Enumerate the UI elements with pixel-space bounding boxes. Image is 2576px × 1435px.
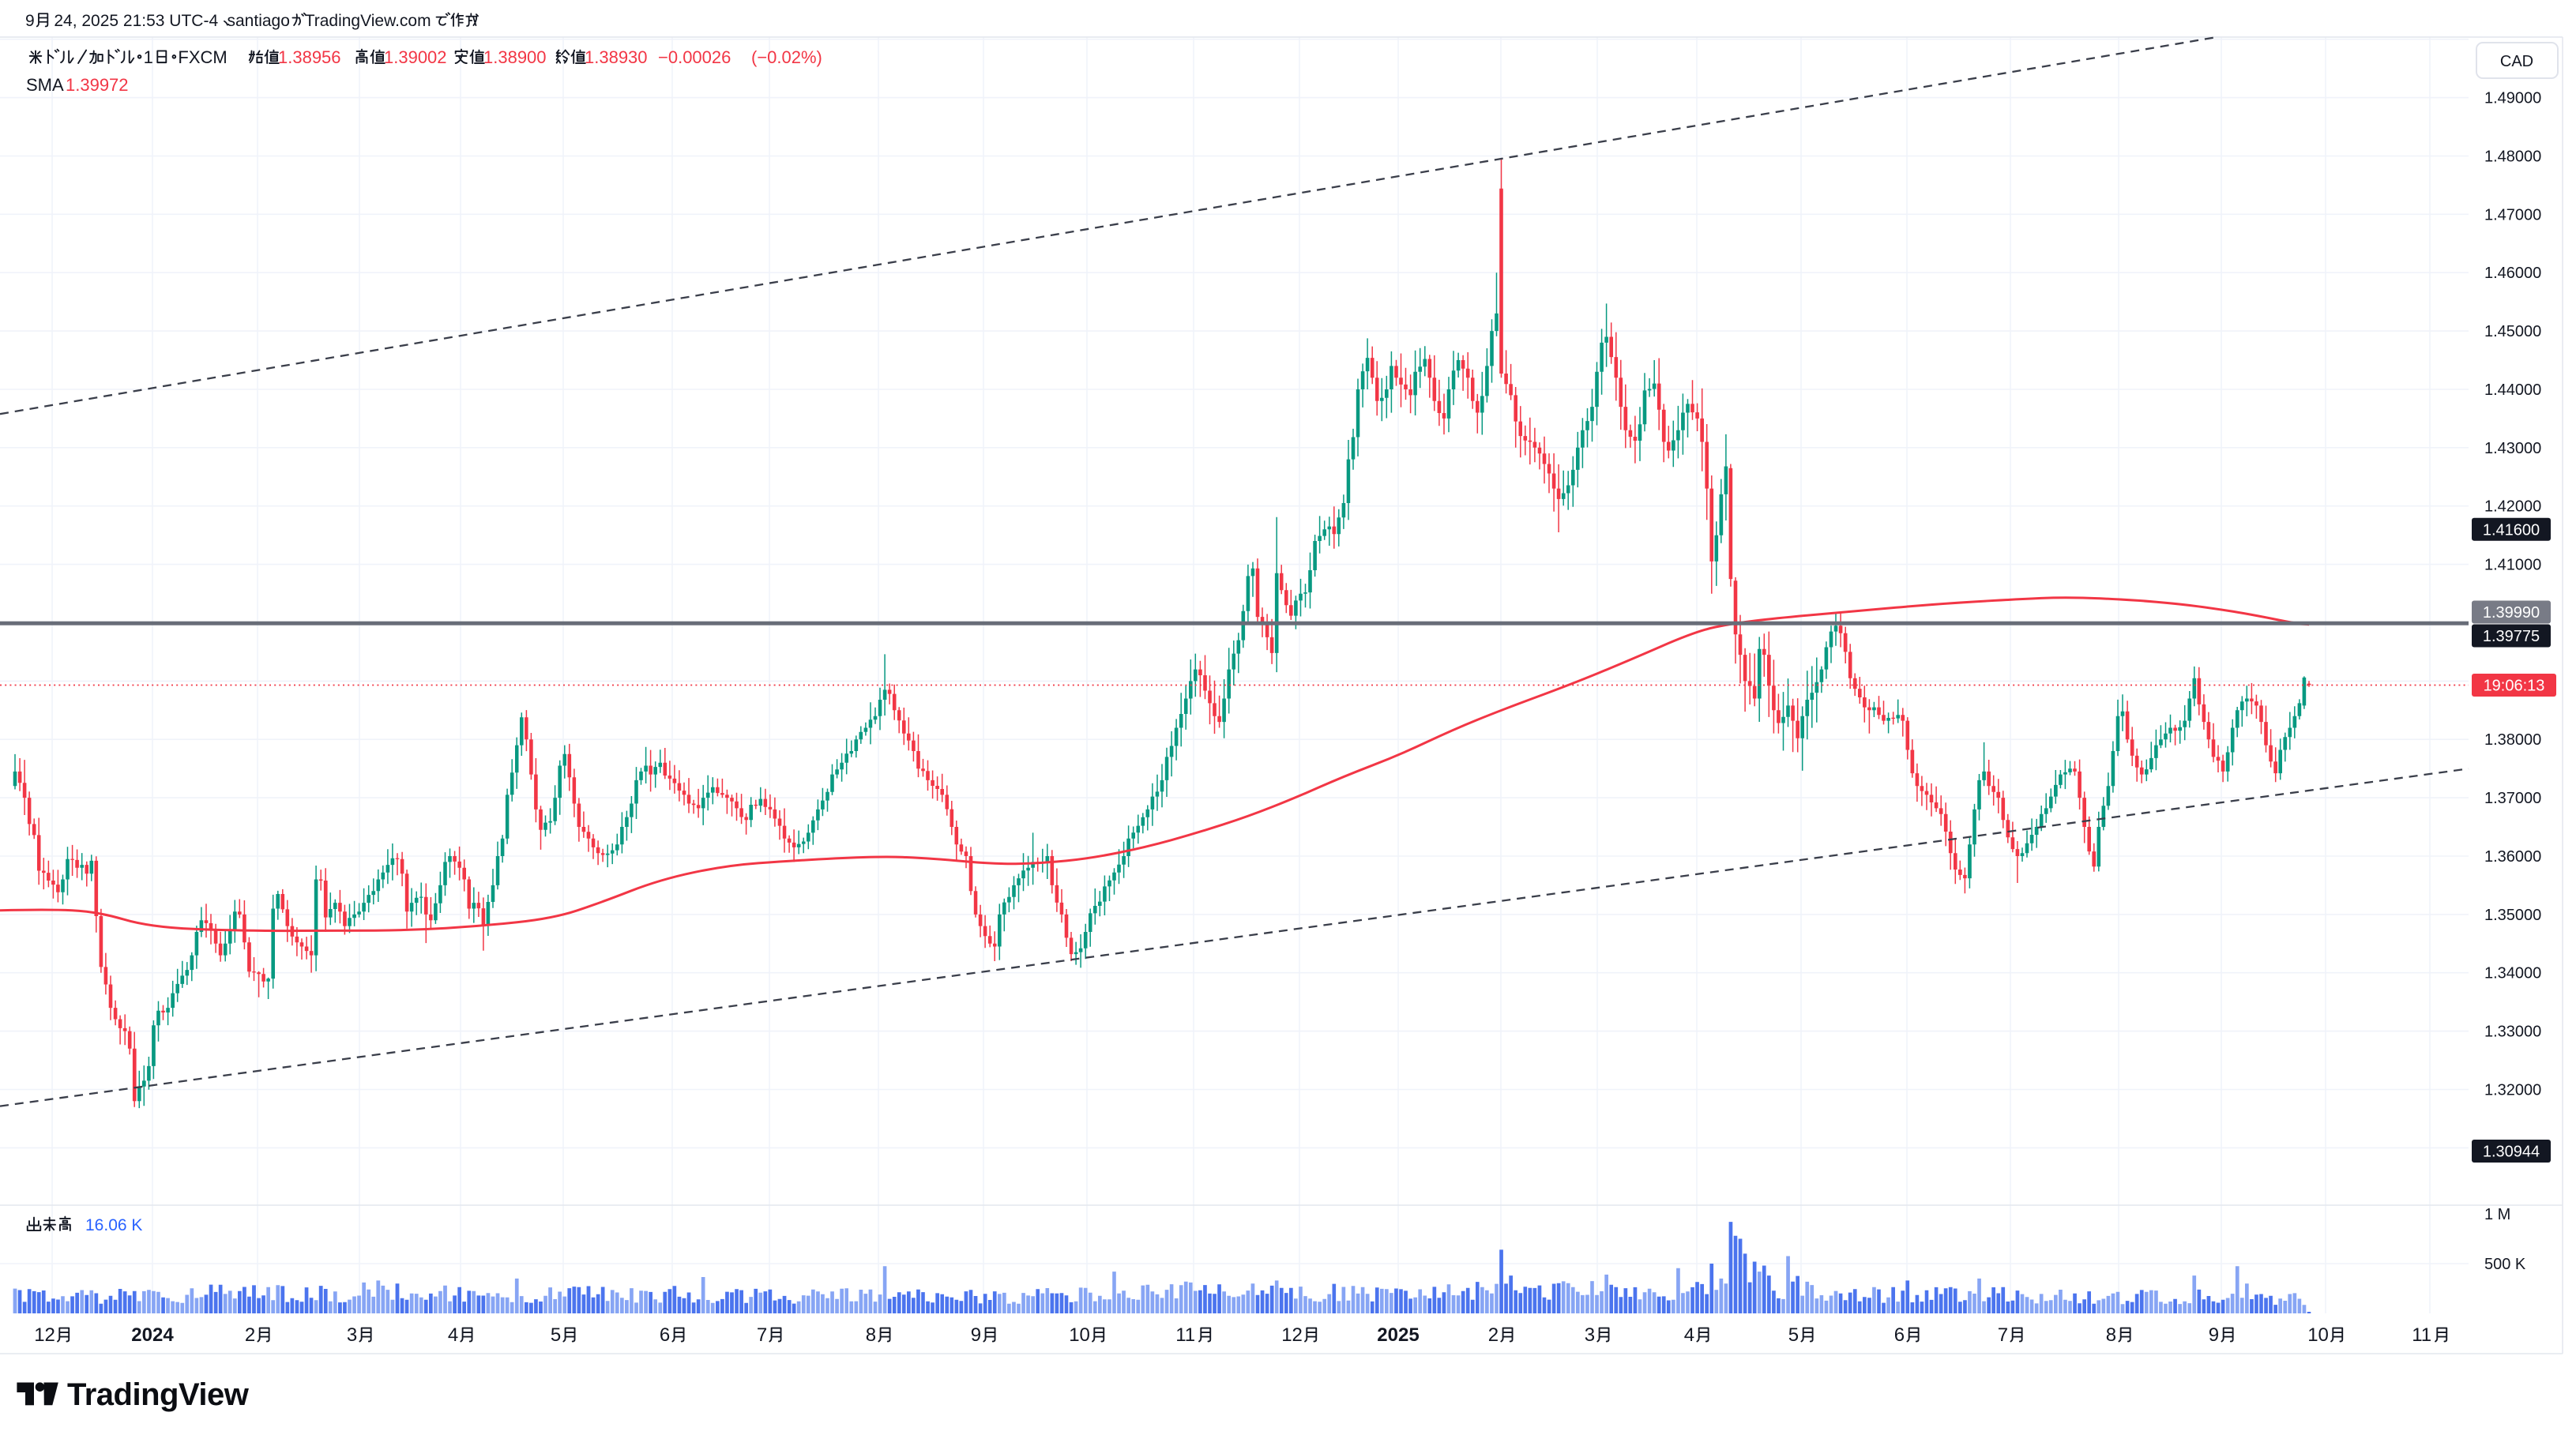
svg-text:1.38930: 1.38930: [585, 47, 648, 67]
svg-text:5: 5: [551, 1324, 561, 1346]
svg-text:5: 5: [1788, 1324, 1799, 1346]
svg-text:12: 12: [1281, 1324, 1303, 1346]
svg-text:6: 6: [660, 1324, 670, 1346]
svg-text:4: 4: [1684, 1324, 1694, 1346]
svg-text:1.34000: 1.34000: [2484, 965, 2541, 982]
svg-text:12: 12: [34, 1324, 55, 1346]
svg-text:1.43000: 1.43000: [2484, 440, 2541, 457]
svg-text:(−0.02%): (−0.02%): [751, 47, 822, 67]
svg-text:SMA: SMA: [26, 75, 64, 95]
svg-text:4: 4: [448, 1324, 458, 1346]
svg-text:TradingView.com: TradingView.com: [305, 12, 431, 30]
svg-text:1.49000: 1.49000: [2484, 90, 2541, 107]
svg-text:1.36000: 1.36000: [2484, 848, 2541, 866]
svg-text:1.42000: 1.42000: [2484, 498, 2541, 516]
svg-text:10: 10: [1069, 1324, 1090, 1346]
svg-text:1.30944: 1.30944: [2483, 1144, 2540, 1161]
svg-text:7: 7: [757, 1324, 767, 1346]
svg-text:−0.00026: −0.00026: [658, 47, 731, 67]
svg-text:2: 2: [245, 1324, 255, 1346]
svg-text:1.41000: 1.41000: [2484, 557, 2541, 574]
svg-text:FXCM: FXCM: [178, 47, 227, 67]
svg-text:1.38900: 1.38900: [483, 47, 547, 67]
svg-text:8: 8: [866, 1324, 876, 1346]
svg-text:1.44000: 1.44000: [2484, 381, 2541, 399]
svg-text:santiago: santiago: [228, 12, 290, 30]
svg-text:1: 1: [144, 47, 153, 67]
svg-text:1.39972: 1.39972: [66, 75, 129, 95]
svg-text:7: 7: [1998, 1324, 2008, 1346]
svg-text:CAD: CAD: [2500, 53, 2533, 70]
svg-text:1.38000: 1.38000: [2484, 731, 2541, 749]
svg-text:1.32000: 1.32000: [2484, 1082, 2541, 1099]
svg-text:1.46000: 1.46000: [2484, 265, 2541, 282]
svg-text:500 K: 500 K: [2484, 1256, 2526, 1273]
svg-text:9: 9: [2209, 1324, 2219, 1346]
svg-text:9: 9: [25, 12, 35, 30]
svg-text:19:06:13: 19:06:13: [2484, 678, 2545, 695]
svg-text:1.33000: 1.33000: [2484, 1024, 2541, 1041]
svg-text:1.35000: 1.35000: [2484, 907, 2541, 924]
svg-text:2025: 2025: [1377, 1324, 1419, 1346]
svg-text:1.39002: 1.39002: [384, 47, 447, 67]
svg-text:1.38956: 1.38956: [278, 47, 341, 67]
svg-text:24, 2025 21:53 UTC-4: 24, 2025 21:53 UTC-4: [50, 12, 219, 30]
svg-text:1 M: 1 M: [2484, 1206, 2510, 1223]
svg-text:1.47000: 1.47000: [2484, 206, 2541, 224]
svg-text:1.48000: 1.48000: [2484, 148, 2541, 166]
svg-text:9: 9: [971, 1324, 981, 1346]
svg-text:3: 3: [347, 1324, 357, 1346]
svg-text:1.41600: 1.41600: [2483, 521, 2540, 539]
svg-text:1.45000: 1.45000: [2484, 323, 2541, 340]
svg-text:2024: 2024: [131, 1324, 174, 1346]
svg-text:TradingView: TradingView: [67, 1377, 250, 1412]
svg-text:3: 3: [1585, 1324, 1595, 1346]
svg-text:6: 6: [1894, 1324, 1905, 1346]
svg-text:16.06 K: 16.06 K: [85, 1216, 142, 1234]
svg-text:1.39775: 1.39775: [2483, 628, 2540, 645]
svg-text:10: 10: [2307, 1324, 2329, 1346]
svg-text:8: 8: [2106, 1324, 2116, 1346]
svg-text:11: 11: [2412, 1324, 2431, 1346]
svg-text:2: 2: [1488, 1324, 1499, 1346]
svg-text:1.37000: 1.37000: [2484, 790, 2541, 807]
svg-text:11: 11: [1175, 1324, 1195, 1346]
svg-text:1.39990: 1.39990: [2483, 604, 2540, 622]
